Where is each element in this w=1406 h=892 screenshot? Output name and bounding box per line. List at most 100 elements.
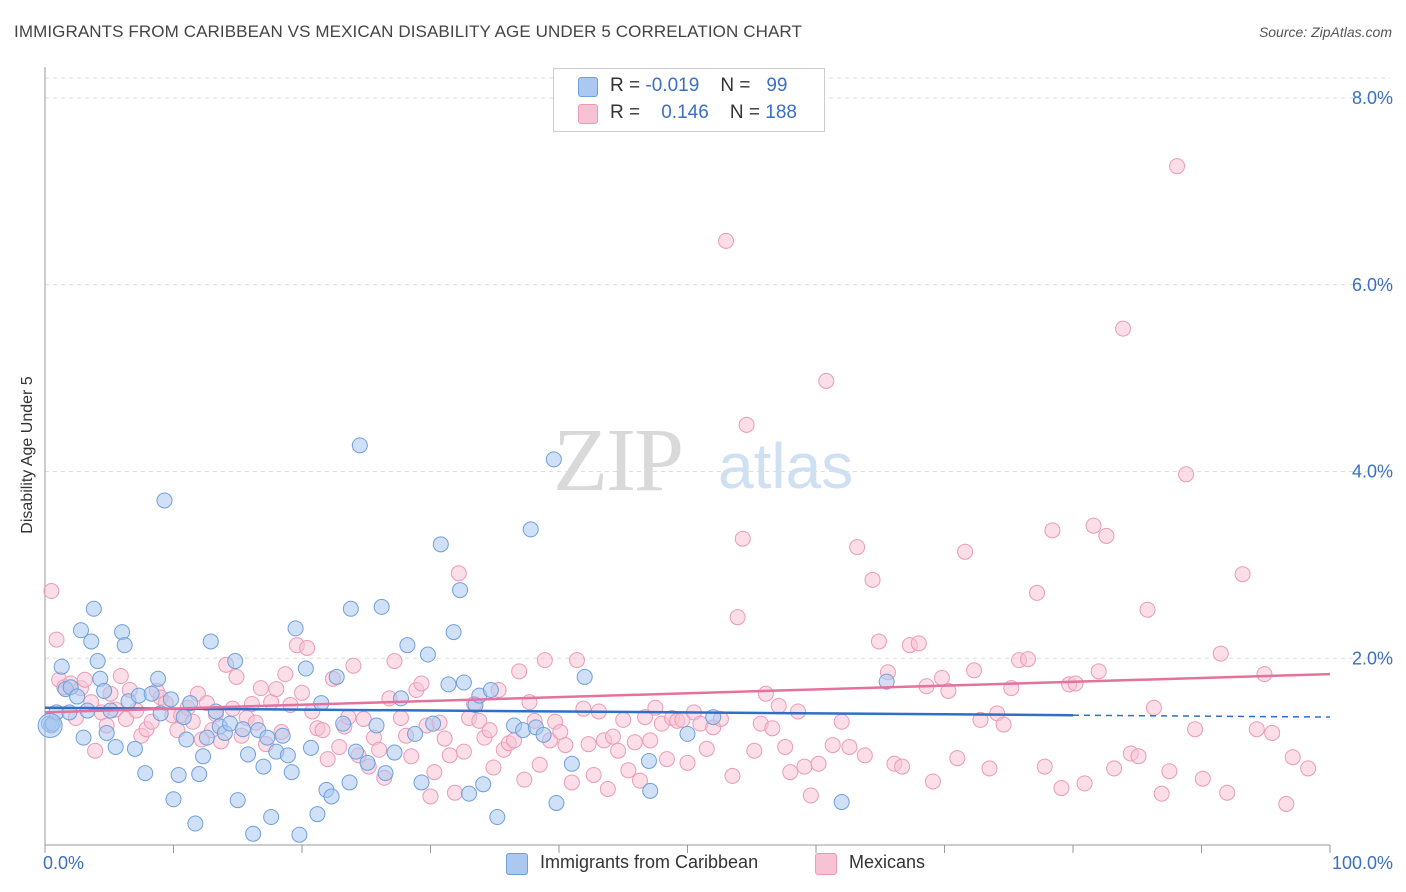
chart-source: Source: ZipAtlas.com (1258, 24, 1392, 40)
data-point (481, 722, 498, 739)
data-point (585, 766, 602, 783)
data-point (1090, 663, 1107, 680)
data-point (957, 543, 974, 560)
data-point (413, 675, 430, 692)
data-point (165, 791, 182, 808)
data-point (802, 787, 819, 804)
x-tick-label: 0.0% (43, 853, 84, 873)
data-point (291, 826, 308, 843)
y-axis-label: Disability Age Under 5 (19, 376, 36, 534)
data-point (83, 633, 100, 650)
data-point (568, 652, 585, 669)
data-point (351, 437, 368, 454)
data-point (604, 728, 621, 745)
data-point (392, 710, 409, 727)
data-point (536, 652, 553, 669)
data-point (1256, 666, 1273, 683)
data-point (150, 670, 167, 687)
data-point (557, 737, 574, 754)
data-point (89, 653, 106, 670)
data-point (69, 688, 86, 705)
data-point (403, 748, 420, 765)
data-point (455, 674, 472, 691)
data-point (1153, 785, 1170, 802)
trend-lines (44, 672, 1331, 718)
data-point (734, 530, 751, 547)
data-point (1161, 763, 1178, 780)
data-point (287, 620, 304, 637)
data-point (698, 740, 715, 757)
r-value: -0.019 (645, 75, 700, 96)
data-point (1076, 775, 1093, 792)
data-point (243, 696, 260, 713)
data-point (277, 666, 294, 683)
data-point (263, 808, 280, 825)
data-point (563, 774, 580, 791)
correlation-legend: R = -0.019 N = 99 R = 0.146 N = 188 (553, 68, 825, 132)
data-point (422, 788, 439, 805)
data-point (386, 744, 403, 761)
data-point (43, 583, 60, 600)
watermark: ZIP atlas (553, 411, 853, 510)
data-point (599, 780, 616, 797)
data-point (156, 492, 173, 509)
data-point (75, 729, 92, 746)
data-point (355, 710, 372, 727)
data-point (450, 565, 467, 582)
data-point (940, 682, 957, 699)
data-point (535, 726, 552, 743)
data-point (631, 772, 648, 789)
n-value: 99 (766, 75, 788, 96)
data-point (170, 766, 187, 783)
data-point (475, 776, 492, 793)
data-point (331, 738, 348, 755)
data-point (824, 737, 841, 754)
data-point (1145, 699, 1162, 716)
caribbean-trend-extension (1072, 714, 1331, 718)
data-point (1020, 651, 1037, 668)
data-point (1300, 760, 1317, 777)
data-point (810, 755, 827, 772)
data-point (1036, 758, 1053, 775)
data-point (245, 825, 262, 842)
data-point (777, 738, 794, 755)
data-point (910, 635, 927, 652)
data-point (658, 751, 675, 768)
data-point (195, 748, 212, 765)
data-point (949, 750, 966, 767)
data-point (870, 633, 887, 650)
data-point (485, 759, 502, 776)
data-point (368, 717, 385, 734)
data-point (1284, 749, 1301, 766)
mexicans-trend-line (44, 672, 1331, 714)
data-point (729, 609, 746, 626)
data-point (679, 725, 696, 742)
data-point (1219, 784, 1236, 801)
data-point (718, 232, 735, 249)
data-point (489, 808, 506, 825)
watermark-zip: ZIP (553, 411, 682, 510)
data-point (143, 685, 160, 702)
y-tick-label: 4.0% (1352, 462, 1393, 482)
data-point (268, 681, 285, 698)
data-point (274, 727, 291, 744)
data-point (202, 633, 219, 650)
data-point (228, 668, 245, 685)
data-point (419, 646, 436, 663)
caribbean-swatch (506, 853, 528, 875)
data-point (1139, 601, 1156, 618)
data-point (856, 747, 873, 764)
data-point (347, 743, 364, 760)
data-point (114, 624, 131, 641)
data-point (724, 767, 741, 784)
data-point (522, 521, 539, 538)
data-point (112, 667, 129, 684)
data-point (642, 782, 659, 799)
data-point (234, 721, 251, 738)
data-point (1115, 320, 1132, 337)
data-point (371, 741, 388, 758)
data-point (849, 539, 866, 556)
data-point (96, 682, 113, 699)
data-point (461, 785, 478, 802)
mexicans-swatch (578, 104, 598, 124)
